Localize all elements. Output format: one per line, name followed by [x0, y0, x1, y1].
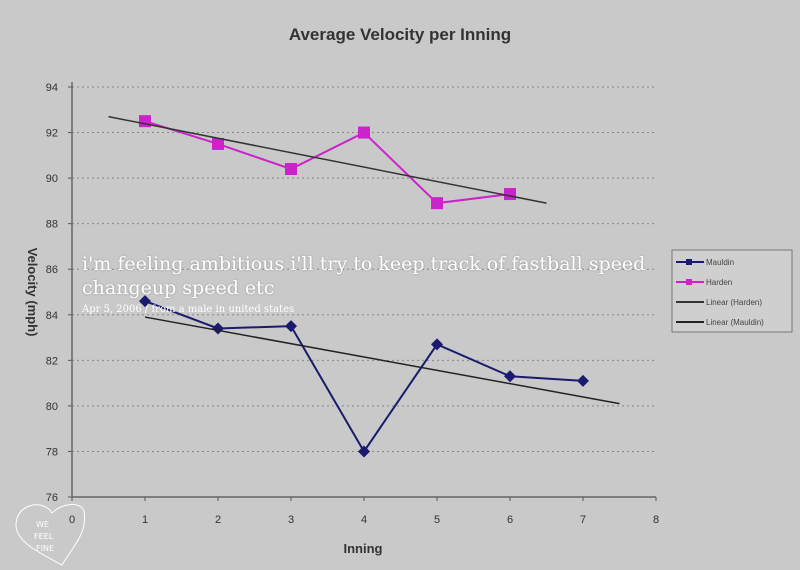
chart-title: Average Velocity per Inning [289, 25, 511, 44]
data-point [212, 322, 224, 335]
x-tick-label: 0 [69, 514, 75, 526]
data-point [285, 320, 297, 333]
post-overlay: i'm feeling ambitious i'll try to keep t… [82, 252, 657, 315]
legend-label: Linear (Mauldin) [706, 318, 764, 327]
data-point [577, 374, 589, 387]
y-tick-label: 86 [46, 264, 58, 276]
legend-label: Harden [706, 278, 732, 287]
series-line-harden [144, 120, 511, 205]
y-tick-label: 80 [46, 401, 58, 413]
legend-label: Mauldin [706, 258, 734, 267]
x-tick-label: 6 [507, 514, 513, 526]
data-point [285, 163, 297, 175]
x-tick-label: 3 [288, 514, 294, 526]
legend-label: Linear (Harden) [706, 298, 762, 307]
y-tick-label: 76 [46, 492, 58, 504]
svg-text:WE: WE [36, 520, 49, 529]
legend-marker [686, 279, 692, 285]
series-line-mauldin [144, 300, 584, 454]
post-meta[interactable]: Apr 5, 2006 / from a male in united stat… [82, 304, 295, 315]
y-tick-label: 88 [46, 219, 58, 231]
data-point [504, 188, 516, 201]
data-point [431, 338, 443, 351]
series-line-linear-harden- [108, 115, 547, 204]
y-axis-label: Velocity (mph) [25, 248, 40, 337]
x-tick-label: 8 [653, 514, 659, 526]
data-point [504, 370, 516, 383]
data-point [212, 137, 224, 150]
y-tick-label: 82 [46, 355, 58, 367]
svg-text:FEEL: FEEL [34, 532, 54, 541]
x-tick-label: 5 [434, 514, 440, 526]
y-tick-label: 84 [46, 310, 58, 322]
y-tick-label: 92 [46, 128, 58, 140]
data-point [139, 295, 151, 308]
y-tick-label: 78 [46, 446, 58, 458]
y-tick-label: 90 [46, 173, 58, 185]
data-point [358, 445, 370, 458]
legend-marker [686, 259, 692, 265]
x-tick-label: 4 [361, 514, 367, 526]
x-tick-label: 7 [580, 514, 586, 526]
x-tick-label: 2 [215, 514, 221, 526]
y-tick-label: 94 [46, 82, 58, 94]
x-tick-label: 1 [142, 514, 148, 526]
feeling-text: i'm feeling ambitious i'll try to keep t… [82, 253, 646, 299]
svg-text:FINE: FINE [36, 544, 54, 553]
series-line-linear-mauldin- [144, 316, 620, 405]
data-point [358, 126, 370, 139]
data-point [431, 197, 443, 210]
we-feel-fine-logo[interactable]: WE FEEL FINE [14, 503, 89, 568]
x-axis-label: Inning [344, 541, 383, 556]
